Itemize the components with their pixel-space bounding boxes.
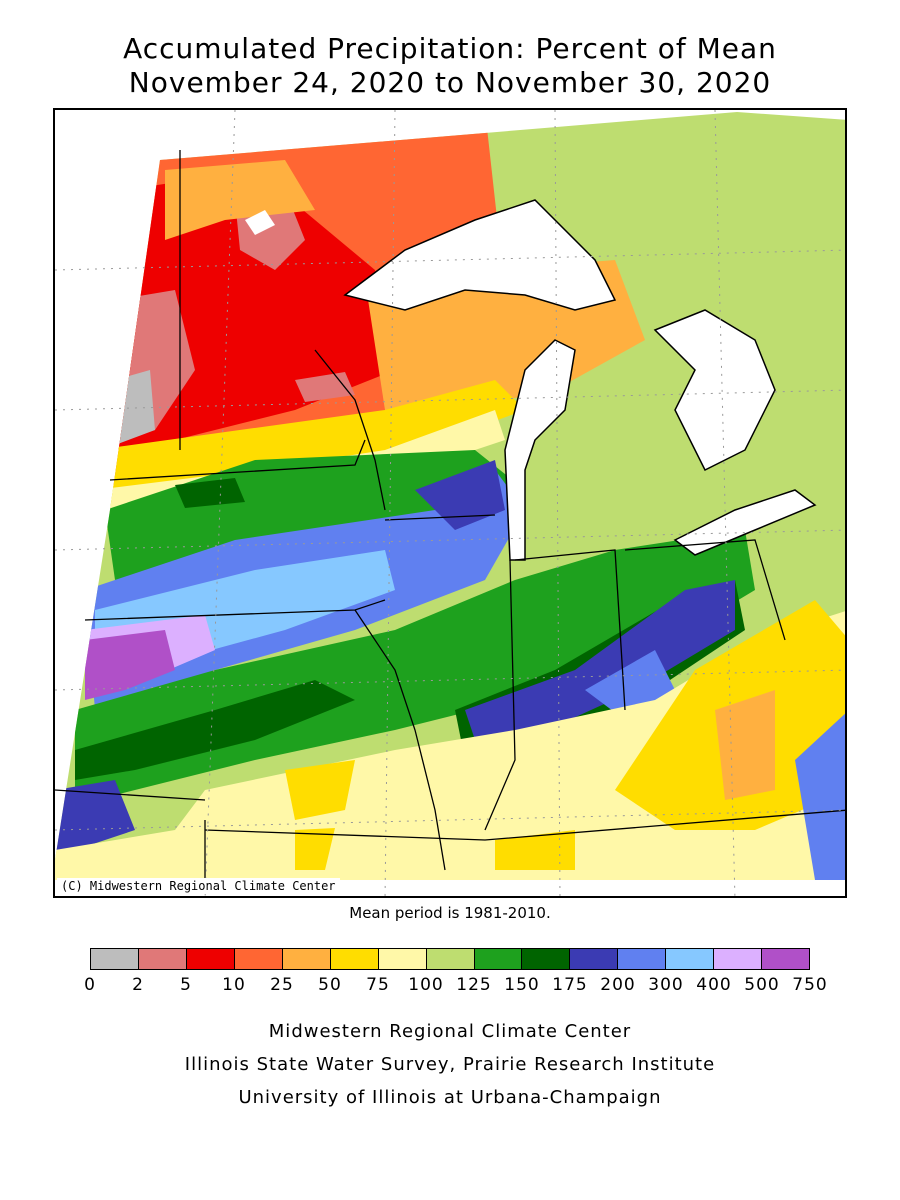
- legend-swatch: [282, 949, 331, 969]
- precipitation-field: [55, 112, 845, 880]
- legend-tick-label: 25: [270, 975, 294, 995]
- field-175-200-indiana: [465, 580, 735, 740]
- lake-red-lake: [245, 210, 275, 235]
- legend-tick-label: 200: [600, 975, 636, 995]
- lake-erie: [673, 489, 817, 556]
- precipitation-map: (C) Midwestern Regional Climate Center: [53, 108, 847, 898]
- mean-period-note: Mean period is 1981-2010.: [349, 904, 551, 922]
- map-date-range: November 24, 2020 to November 30, 2020: [128, 66, 772, 99]
- border-wi-il: [384, 514, 496, 521]
- field-2-5-center: [295, 372, 355, 402]
- legend-tick-label: 2: [132, 975, 144, 995]
- legend-swatch: [570, 949, 619, 969]
- legend-tick-label: 300: [648, 975, 684, 995]
- field-175-200-wisconsin: [415, 460, 505, 530]
- legend-tick-label: 750: [792, 975, 828, 995]
- border-in-oh: [514, 549, 626, 711]
- field-150-175-iowa: [175, 478, 245, 508]
- legend-swatch: [522, 949, 571, 969]
- footer-line-2: Illinois State Water Survey, Prairie Res…: [184, 1054, 716, 1075]
- legend-tick-label: 50: [318, 975, 342, 995]
- legend-tick-label: 150: [504, 975, 540, 995]
- lake-huron: [653, 309, 776, 472]
- field-50-75-ozarks: [295, 828, 335, 870]
- legend-swatch: [186, 949, 235, 969]
- map-credit: (C) Midwestern Regional Climate Center: [57, 878, 340, 894]
- legend-swatch: [762, 949, 810, 969]
- legend-swatch: [91, 949, 139, 969]
- map-canvas: [55, 110, 845, 896]
- lake-superior: [343, 199, 617, 311]
- field-25-50-kentucky: [715, 690, 775, 800]
- footer-line-1: Midwestern Regional Climate Center: [268, 1021, 632, 1042]
- map-title: Accumulated Precipitation: Percent of Me…: [123, 32, 777, 65]
- border-ne-ks: [55, 789, 206, 801]
- border-mn-wi: [314, 349, 386, 511]
- legend-tick-label: 0: [84, 975, 96, 995]
- field-175-200-southwest: [55, 780, 135, 850]
- color-legend: [90, 948, 810, 970]
- field-25-50-northwest: [165, 160, 315, 240]
- legend-swatch: [378, 949, 427, 969]
- legend-swatch: [426, 949, 475, 969]
- legend-swatch: [714, 949, 763, 969]
- footer-line-3: University of Illinois at Urbana-Champai…: [238, 1087, 662, 1108]
- border-il-in: [484, 559, 516, 831]
- legend-swatch: [666, 949, 715, 969]
- border-mn-ia: [109, 439, 366, 481]
- legend-tick-label: 175: [552, 975, 588, 995]
- legend-tick-label: 75: [366, 975, 390, 995]
- field-50-75-missouri: [285, 760, 355, 820]
- field-150-175-missouri: [75, 680, 355, 780]
- field-500-750: [85, 630, 175, 700]
- state-borders: [55, 150, 845, 880]
- legend-swatch: [618, 949, 667, 969]
- field-200-300-appalachia: [795, 710, 845, 880]
- legend-swatch: [234, 949, 283, 969]
- legend-swatch: [330, 949, 379, 969]
- legend-tick-label: 100: [408, 975, 444, 995]
- border-mo-il-river: [354, 609, 446, 871]
- legend-tick-label: 5: [180, 975, 192, 995]
- legend-tick-label: 400: [696, 975, 732, 995]
- legend-tick-label: 10: [222, 975, 246, 995]
- legend-tick-labels: 0 2 5 10 25 50 75 100 125 150 175 200 300 400 500 750: [84, 975, 827, 997]
- field-50-75-kentucky-west: [495, 830, 575, 870]
- legend-swatch: [474, 949, 523, 969]
- legend-tick-label: 125: [456, 975, 492, 995]
- border-south: [204, 809, 845, 841]
- legend-swatch: [138, 949, 187, 969]
- legend-tick-label: 500: [744, 975, 780, 995]
- border-oh-pa: [624, 539, 786, 641]
